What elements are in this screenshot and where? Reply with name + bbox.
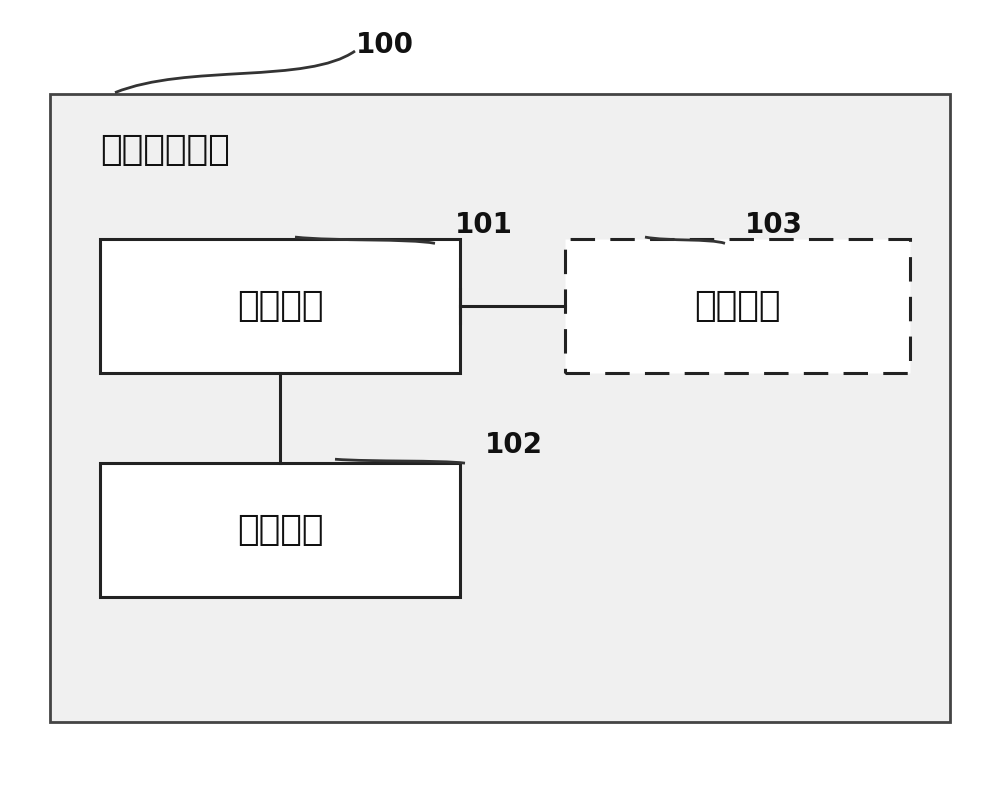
Bar [100,463,460,597]
Bar [100,239,460,373]
Bar [50,94,950,722]
Text: 确定单元: 确定单元 [694,289,781,323]
Text: 信号发送装置: 信号发送装置 [100,133,230,167]
Text: 102: 102 [485,431,543,459]
Bar [565,239,910,373]
Text: 100: 100 [356,31,414,60]
Text: 发送单元: 发送单元 [237,513,323,547]
Text: 103: 103 [745,211,803,239]
Text: 101: 101 [455,211,513,239]
Text: 插入单元: 插入单元 [237,289,323,323]
